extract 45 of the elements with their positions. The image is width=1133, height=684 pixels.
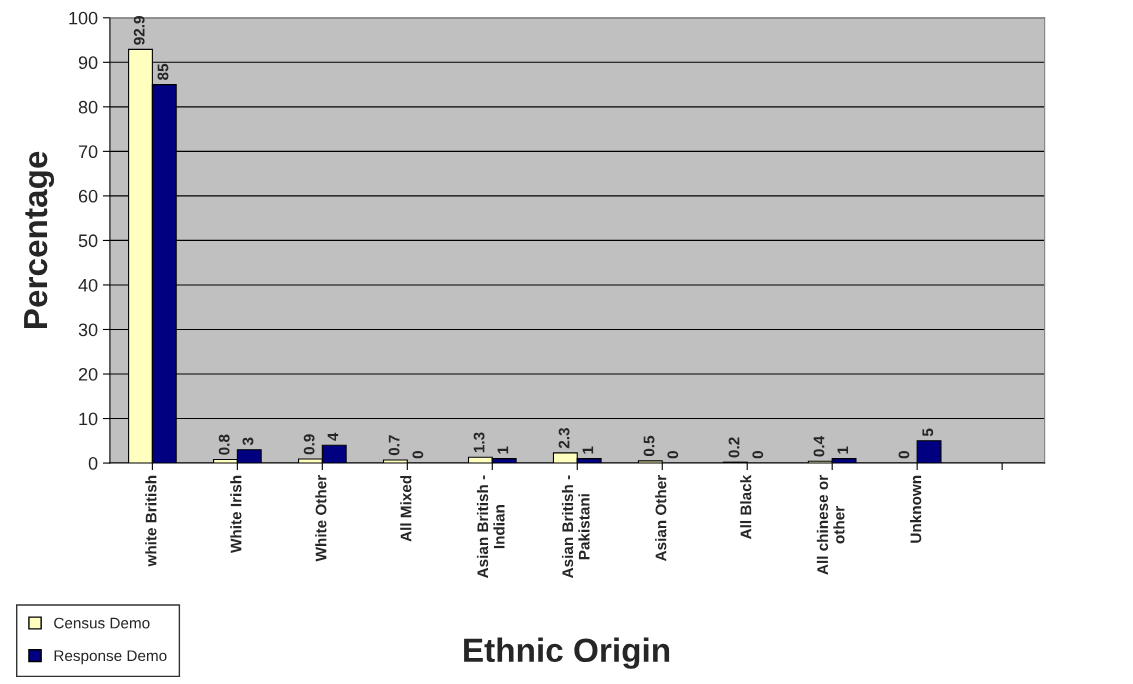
x-tick-label: Unknown <box>910 475 922 543</box>
data-label: 0.5 <box>643 435 655 457</box>
data-label: 0 <box>412 451 424 459</box>
data-label: 85 <box>157 63 169 80</box>
data-label: 0.7 <box>388 435 400 456</box>
y-tick-label: 70 <box>78 145 98 159</box>
y-tick-label: 100 <box>69 11 98 25</box>
data-label: 1 <box>497 446 509 454</box>
y-tick-label: 60 <box>78 189 98 203</box>
x-tick-label: All Mixed <box>400 475 412 542</box>
legend-label: Response Demo <box>54 650 167 665</box>
data-label: 1 <box>837 446 849 454</box>
y-tick-label: 50 <box>78 234 98 248</box>
x-tick-label: All chinese or other <box>816 475 845 575</box>
y-tick-label: 0 <box>88 457 98 470</box>
data-label: 0.2 <box>728 437 740 458</box>
y-tick-label: 90 <box>78 56 98 70</box>
data-label: 2.3 <box>558 427 570 449</box>
data-label: 92.9 <box>133 16 145 45</box>
x-tick-label: Asian British - Indian <box>476 475 505 579</box>
data-label: 0 <box>667 451 679 459</box>
x-tick-label: Asian British - Pakistani <box>561 475 590 579</box>
data-label: 3 <box>242 437 254 446</box>
data-label: 1.3 <box>473 432 485 453</box>
data-label: 0.4 <box>813 435 825 457</box>
x-tick-label: White Irish <box>230 475 242 553</box>
data-label: 4 <box>327 432 339 441</box>
data-label: 0 <box>752 451 764 459</box>
y-tick-label: 80 <box>78 100 98 114</box>
y-tick-label: 40 <box>78 278 98 292</box>
x-axis-title: Ethnic Origin <box>464 637 670 669</box>
y-tick-label: 30 <box>78 323 98 337</box>
data-label: 5 <box>922 428 934 437</box>
data-label: 0.8 <box>218 434 230 455</box>
y-tick-label: 20 <box>78 367 98 381</box>
x-tick-label: Asian Other <box>655 475 667 562</box>
y-tick-label: 10 <box>79 412 98 426</box>
y-axis-title: Percentage <box>24 151 55 329</box>
data-label: 0 <box>898 451 910 459</box>
legend-label: Census Demo <box>54 617 150 629</box>
x-tick-label: white British <box>145 475 157 567</box>
x-tick-label: White Other <box>315 475 327 562</box>
data-label: 0.9 <box>303 434 315 455</box>
x-tick-label: All Black <box>740 474 752 540</box>
data-label: 1 <box>582 446 594 454</box>
